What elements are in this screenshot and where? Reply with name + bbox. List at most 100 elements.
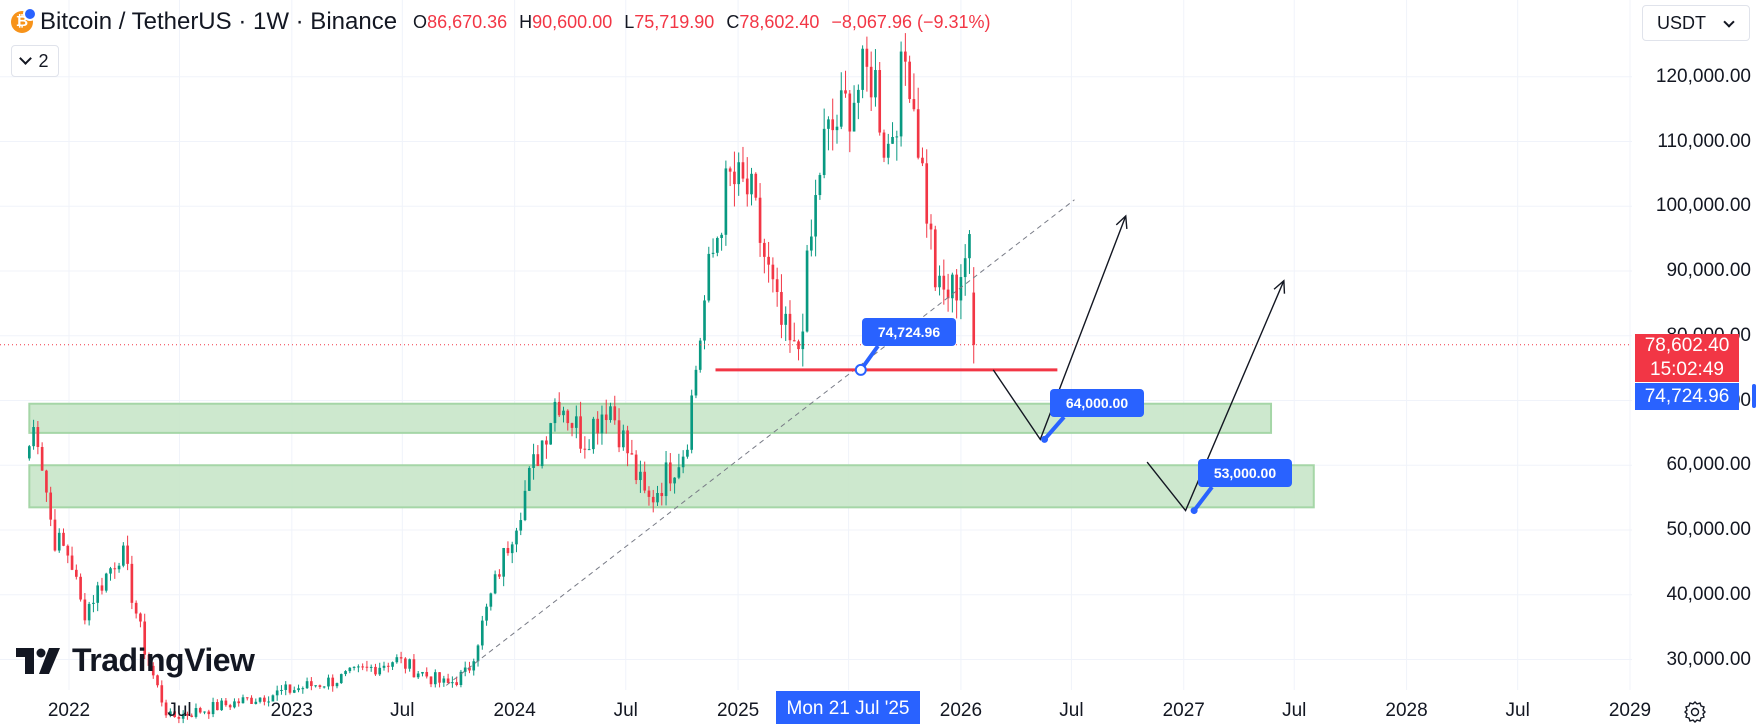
candle-body [848, 93, 852, 132]
candle-body [237, 701, 241, 704]
candle-body [198, 708, 202, 713]
callout-target-1[interactable]: 64,000.00 [1050, 389, 1144, 417]
candle-body [87, 603, 91, 621]
candle-body [476, 645, 480, 662]
tradingview-logo[interactable]: TradingView [16, 642, 255, 679]
last-price-tag: 78,602.40 [1635, 334, 1739, 358]
candle-body [386, 665, 390, 667]
candle-body [263, 697, 266, 702]
candle-body [827, 119, 830, 129]
candle-body [241, 697, 245, 704]
candle-body [784, 313, 788, 325]
candle-body [352, 666, 356, 668]
target-point-2 [1041, 435, 1049, 443]
callout-target-2[interactable]: 53,000.00 [1198, 459, 1292, 487]
candle-body [62, 532, 65, 546]
ohlc-values: O86,670.36 H90,600.00 L75,719.90 C78,602.40… [413, 12, 1002, 33]
chevron-down-icon [1723, 16, 1735, 28]
scenario-arrowhead-2 [1273, 279, 1286, 294]
candle-body [404, 658, 407, 669]
candle-body [643, 471, 647, 491]
candle-body [79, 576, 82, 600]
candle-body [438, 672, 441, 683]
candle-body [412, 659, 416, 678]
currency-select[interactable]: USDT [1642, 5, 1750, 41]
candle-body [53, 519, 57, 551]
candle-body [810, 236, 813, 251]
candle-body [250, 697, 253, 704]
candle-body [160, 685, 164, 703]
candle-body [839, 90, 843, 127]
candle-body [459, 671, 463, 686]
candle-body [96, 585, 100, 603]
candle-body [275, 690, 279, 696]
candle-body [104, 573, 108, 591]
candle-body [690, 395, 694, 450]
callout-pointer-2 [1043, 415, 1066, 441]
candle-body [203, 711, 206, 713]
candle-body [951, 274, 954, 299]
candle-body [211, 702, 215, 715]
candle-body [280, 689, 283, 691]
candle-body [946, 289, 950, 299]
candle-body [344, 671, 347, 675]
candle-body [92, 602, 95, 604]
candle-body [164, 702, 168, 716]
candle-body [502, 547, 505, 577]
chevron-down-icon [19, 52, 33, 65]
candle-body [626, 430, 629, 454]
candle-body [540, 440, 544, 466]
close-label: C [726, 11, 740, 32]
price-scale-handle[interactable] [1752, 384, 1756, 408]
candle-body [814, 195, 817, 237]
candle-body [245, 697, 249, 699]
candle-body [908, 61, 911, 100]
candle-body [972, 292, 976, 345]
candle-body [173, 711, 176, 718]
candle-body [959, 277, 963, 301]
candle-body [493, 574, 497, 594]
scenario-path-1 [992, 215, 1127, 441]
candle-body [126, 545, 129, 564]
high-value: 90,600.00 [532, 11, 613, 32]
candle-body [882, 132, 886, 158]
candle-body [741, 162, 745, 179]
y-tick-label: 30,000.00 [1666, 648, 1751, 670]
candle-body [151, 665, 155, 676]
candle-body [70, 555, 74, 570]
open-value: 86,670.36 [427, 11, 508, 32]
candle-body [536, 454, 540, 466]
settings-gear-icon[interactable] [1683, 700, 1707, 724]
candle-body [27, 446, 31, 459]
indicators-collapse-button[interactable]: 2 [11, 45, 59, 77]
candle-body [348, 667, 352, 672]
symbol-title[interactable]: Bitcoin / TetherUS · 1W · Binance [40, 8, 398, 35]
candle-body [570, 423, 574, 428]
x-tick-label: Jul [1059, 700, 1084, 721]
candle-body [553, 401, 557, 424]
candle-body [711, 252, 715, 254]
currency-value: USDT [1657, 12, 1706, 33]
candle-body [391, 662, 394, 667]
candle-body [143, 621, 147, 655]
candle-body [579, 416, 582, 449]
candle-body [639, 471, 642, 481]
candle-body [681, 456, 685, 468]
candle-body [515, 530, 518, 545]
candle-body [703, 300, 706, 341]
callout-trendline-touch[interactable]: 74,724.96 [862, 318, 956, 346]
candle-body [592, 418, 595, 450]
candle-body [216, 702, 219, 711]
candle-body [831, 119, 835, 131]
candle-body [322, 686, 326, 688]
candle-body [532, 454, 535, 468]
candle-body [480, 620, 484, 646]
callout-pointer-3 [1192, 485, 1214, 512]
candle-body [339, 674, 343, 684]
candle-body [660, 492, 664, 497]
candle-body [292, 690, 296, 693]
candle-body [754, 173, 758, 198]
candle-body [775, 279, 779, 293]
candle-body [433, 672, 437, 685]
